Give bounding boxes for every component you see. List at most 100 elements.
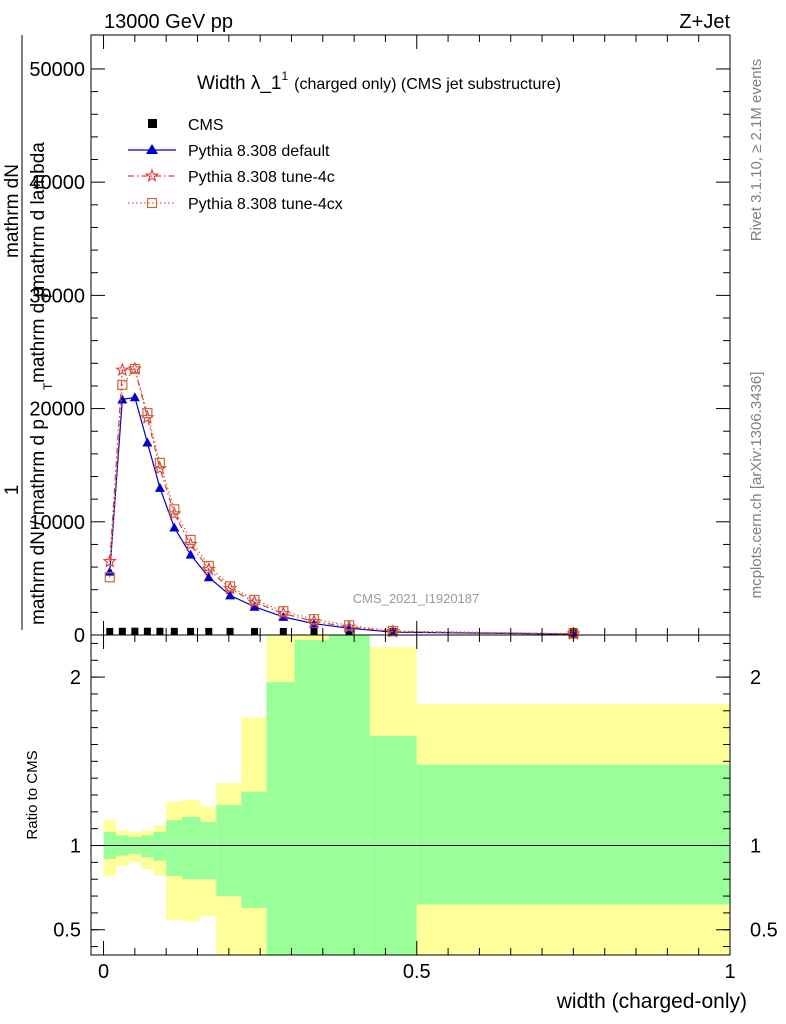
legend-marker-tune4c [144, 168, 160, 183]
collision-energy-label: 13000 GeV pp [104, 11, 233, 33]
tune4cx-data-point [117, 379, 128, 390]
main-y-tick-label: 50000 [29, 59, 85, 81]
cms-data-point [187, 627, 195, 635]
default-data-point [169, 522, 180, 532]
ratio-bands [103, 635, 730, 955]
ylabel-subscript-t-1: T [41, 382, 55, 390]
ratio-y-tick-label-right: 1 [750, 836, 761, 858]
legend-marker-tune4cx [146, 197, 158, 209]
ratio-band-inner [216, 805, 242, 897]
main-y-axis-label: 1 mathrm dN / mathrm d p T mathrm d p T … [2, 35, 55, 630]
cms-data-point [310, 627, 318, 635]
ylabel-part-dlambda: mathrm d lambda [28, 142, 49, 290]
chart-title: Width λ_11 (charged only) (CMS jet substr… [197, 69, 561, 94]
ratio-plot-frame [90, 634, 731, 956]
ratio-panel: 0.5 0.51 12 2 0 0.5 1 Ratio to CMS width (cha… [24, 634, 778, 1013]
ylabel-numerator-one: 1 [2, 485, 23, 496]
main-y-ticks: 0 10000 20000 30000 40000 50000 [29, 59, 730, 647]
x-tick-label: 0.5 [403, 961, 431, 983]
tune4cx-data-point [142, 408, 153, 419]
default-data-point [142, 437, 153, 447]
legend-label-tune4c: Pythia 8.308 tune-4c [188, 169, 335, 186]
tune4cx-data-point [308, 614, 320, 625]
series-line-2 [109, 368, 574, 635]
series-line-1 [109, 396, 574, 635]
ratio-y-tick-label-right: 2 [750, 667, 761, 689]
ratio-band-inner [153, 832, 167, 861]
tune4c-data-point [115, 362, 130, 377]
legend-marker-default [146, 144, 158, 154]
ylabel-part-dpt: mathrm d p [28, 287, 49, 383]
ylabel-part-dn-dpt: mathrm dN / mathrm d p [28, 419, 49, 625]
tune4cx-data-point [203, 560, 214, 572]
legend-label-cms: CMS [188, 117, 224, 134]
ratio-band-inner [329, 635, 370, 955]
ratio-y-tick-label: 1 [70, 836, 81, 858]
ratio-y-axis-label: Ratio to CMS [24, 750, 41, 839]
cms-data-point [143, 627, 151, 635]
ratio-band-inner [266, 682, 295, 955]
ratio-x-ticks: 0 0.5 1 [98, 635, 736, 983]
chart-title-superscript: 1 [281, 69, 288, 83]
main-y-tick-label: 0 [74, 625, 85, 647]
tune4c-data-point [102, 553, 117, 568]
tune4cx-data-point [104, 572, 115, 583]
ratio-y-ticks: 0.5 0.5 1 1 2 2 [53, 642, 778, 948]
ratio-band-inner [200, 821, 217, 880]
ratio-y-tick-label: 2 [70, 667, 81, 689]
tune4cx-data-point [249, 594, 260, 606]
tune4cx-data-point [129, 363, 140, 375]
chart-title-main: Width λ_1 [197, 73, 281, 94]
ratio-band-inner [166, 820, 182, 876]
tune4cx-data-point [169, 504, 180, 515]
legend-marker-cms [148, 119, 157, 128]
tune4cx-data-point [154, 457, 166, 469]
main-y-tick-label: 10000 [29, 512, 85, 534]
watermark-label: CMS_2021_I1920187 [353, 591, 480, 606]
ratio-band-inner [141, 835, 154, 858]
x-axis-label: width (charged-only) [556, 990, 747, 1013]
cms-data-point [226, 627, 234, 635]
ratio-band-inner [416, 764, 730, 905]
main-y-tick-label: 40000 [29, 172, 85, 194]
default-data-point [154, 482, 165, 492]
main-y-tick-label: 30000 [29, 285, 85, 307]
legend-label-tune4cx: Pythia 8.308 tune-4cx [188, 196, 343, 213]
x-tick-label: 1 [724, 961, 735, 983]
tune4cx-data-point [387, 625, 399, 637]
process-label: Z+Jet [679, 11, 730, 33]
cms-data-point [170, 627, 178, 635]
ratio-band-inner [241, 791, 267, 908]
ratio-y-tick-label: 0.5 [53, 920, 81, 942]
series-line-3 [109, 367, 574, 635]
x-tick-label: 0 [98, 961, 109, 983]
tune4cx-data-point [224, 581, 236, 592]
cms-data-point [251, 627, 259, 635]
cms-data-point [118, 627, 126, 635]
default-data-point [104, 566, 115, 576]
tune4cx-data-point [278, 606, 289, 617]
default-data-point [185, 549, 196, 559]
cms-data-point [106, 627, 114, 635]
default-data-point [225, 590, 236, 600]
legend-label-default: Pythia 8.308 default [188, 143, 330, 160]
default-data-point [249, 601, 260, 611]
cms-data-point [156, 627, 164, 635]
ratio-band-inner [181, 816, 201, 880]
ylabel-subscript-t-2: T [41, 292, 55, 300]
tune4cx-data-point [185, 534, 196, 546]
default-data-point [129, 392, 140, 402]
tune4cx-data-point [344, 620, 355, 631]
mcplots-credit-label: mcplots.cern.ch [arXiv:1306.3436] [748, 372, 765, 599]
main-y-tick-label: 20000 [29, 399, 85, 421]
ratio-band-inner [294, 640, 330, 955]
default-data-point [117, 394, 128, 404]
chart-title-rest: (charged only) (CMS jet substructure) [294, 76, 561, 93]
legend: CMS Pythia 8.308 default Pythia 8.308 tu… [128, 117, 343, 213]
ylabel-part-dn: mathrm dN [2, 164, 23, 258]
cms-data-point [205, 627, 213, 635]
main-panel: CMS_2021_I1920187 0 10000 20000 30000 40000 5… [2, 34, 731, 647]
ratio-y-tick-label-right: 0.5 [750, 920, 778, 942]
default-data-point [203, 572, 214, 582]
